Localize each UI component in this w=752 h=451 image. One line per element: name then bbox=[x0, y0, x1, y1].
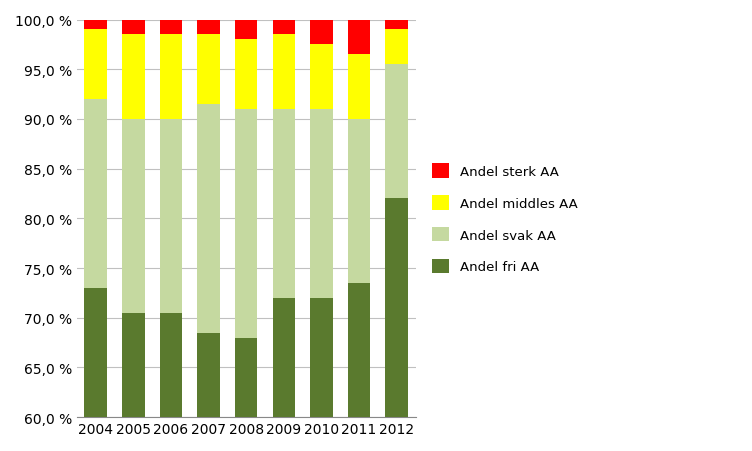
Bar bbox=[122, 20, 144, 35]
Bar bbox=[159, 20, 182, 35]
Bar bbox=[197, 333, 220, 451]
Bar bbox=[122, 120, 144, 313]
Bar bbox=[122, 313, 144, 451]
Bar bbox=[272, 35, 295, 110]
Bar bbox=[310, 20, 332, 45]
Bar bbox=[235, 20, 257, 40]
Bar bbox=[347, 20, 371, 55]
Bar bbox=[272, 110, 295, 298]
Bar bbox=[235, 110, 257, 338]
Bar bbox=[347, 55, 371, 120]
Bar bbox=[84, 20, 107, 30]
Bar bbox=[386, 199, 408, 451]
Bar bbox=[197, 20, 220, 35]
Bar bbox=[386, 20, 408, 30]
Bar bbox=[159, 120, 182, 313]
Bar bbox=[159, 313, 182, 451]
Legend: Andel sterk AA, Andel middles AA, Andel svak AA, Andel fri AA: Andel sterk AA, Andel middles AA, Andel … bbox=[426, 157, 584, 280]
Bar bbox=[84, 100, 107, 288]
Bar bbox=[159, 35, 182, 120]
Bar bbox=[386, 30, 408, 65]
Bar bbox=[197, 35, 220, 105]
Bar bbox=[84, 288, 107, 451]
Bar bbox=[310, 45, 332, 110]
Bar bbox=[347, 120, 371, 283]
Bar bbox=[122, 35, 144, 120]
Bar bbox=[310, 110, 332, 298]
Bar bbox=[386, 65, 408, 199]
Bar bbox=[272, 20, 295, 35]
Bar bbox=[235, 338, 257, 451]
Bar bbox=[347, 283, 371, 451]
Bar bbox=[235, 40, 257, 110]
Bar bbox=[197, 105, 220, 333]
Bar bbox=[84, 30, 107, 100]
Bar bbox=[272, 298, 295, 451]
Bar bbox=[310, 298, 332, 451]
